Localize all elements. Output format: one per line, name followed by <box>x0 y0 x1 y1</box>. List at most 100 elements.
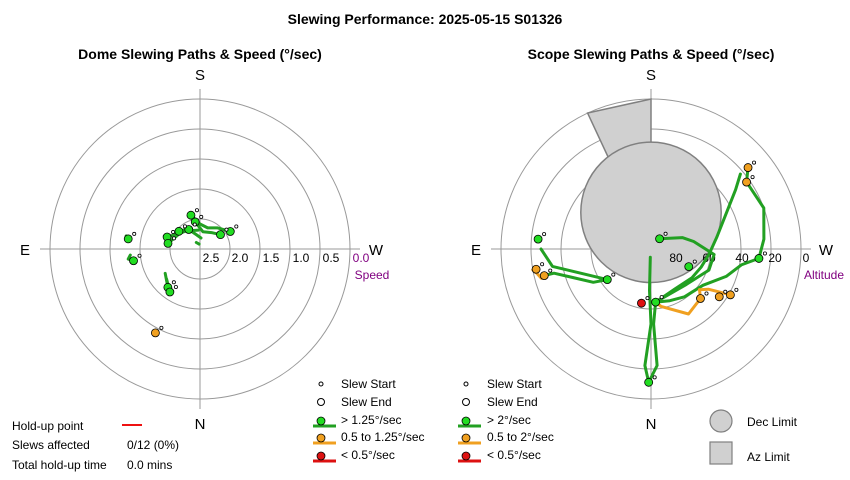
legend-slow-marker <box>461 451 471 461</box>
total-holdup-value: 0.0 mins <box>127 458 172 472</box>
scope-dir-left: E <box>471 242 481 259</box>
limit-legend: Dec Limit Az Limit <box>709 409 798 465</box>
legend-slew-end-symbol <box>317 398 325 406</box>
slew-end-marker <box>184 225 194 234</box>
slew-start-marker <box>182 224 187 229</box>
scope-radial-axis-label: Altitude <box>804 268 844 282</box>
radial-tick-label: 20 <box>768 251 782 265</box>
slew-path <box>654 256 761 304</box>
slew-start-marker <box>752 160 757 165</box>
slew-end-marker <box>129 256 138 266</box>
dec-limit-label: Dec Limit <box>747 415 798 429</box>
slew-path <box>194 241 201 246</box>
scope-limit-zones <box>580 98 722 284</box>
slew-start-marker <box>611 272 616 277</box>
slew-end-marker <box>714 292 724 302</box>
scope-radial-ticks: 80 60 40 20 0 <box>669 251 809 265</box>
slew-start-marker <box>194 208 199 213</box>
legend-slew-end-label: Slew End <box>341 395 392 409</box>
az-limit-symbol <box>709 441 733 465</box>
scope-legend: Slew Start Slew End > 2°/sec 0.5 to 2°/s… <box>458 377 554 463</box>
figure-title: Slewing Performance: 2025-05-15 S01326 <box>288 11 563 27</box>
dome-chart-title: Dome Slewing Paths & Speed (°/sec) <box>78 46 322 62</box>
radial-tick-label: 2.5 <box>203 251 220 265</box>
slew-path <box>193 220 222 237</box>
slew-path <box>539 247 609 282</box>
slew-end-marker <box>174 226 184 236</box>
scope-dir-top: S <box>646 67 656 84</box>
slew-start-marker <box>137 253 142 258</box>
dome-radial-ticks: 2.5 2.0 1.5 1.0 0.5 0.0 <box>203 251 370 265</box>
slew-path <box>542 271 609 284</box>
scope-chart-title: Scope Slewing Paths & Speed (°/sec) <box>528 46 775 62</box>
slew-start-marker <box>692 259 697 264</box>
slew-end-marker <box>742 177 751 187</box>
legend-slew-start-label: Slew Start <box>487 377 542 391</box>
slew-start-marker <box>540 262 545 267</box>
slew-start-marker <box>234 224 239 229</box>
slew-start-marker <box>171 236 176 241</box>
radial-tick-label: 80 <box>669 251 683 265</box>
legend-slow-label: < 0.5°/sec <box>341 448 395 462</box>
dome-legend: Slew Start Slew End > 1.25°/sec 0.5 to 1… <box>313 377 425 463</box>
slew-end-marker <box>754 254 764 263</box>
slew-path <box>647 300 659 384</box>
slew-end-marker <box>151 328 160 338</box>
slew-start-marker <box>542 232 547 237</box>
legend-fast-marker <box>316 416 326 426</box>
slew-end-marker <box>539 271 549 281</box>
slew-start-marker <box>663 231 668 236</box>
slew-end-marker <box>216 230 225 240</box>
slew-start-marker <box>762 251 767 256</box>
dome-grid <box>40 89 360 409</box>
dec-limit-symbol <box>709 409 733 433</box>
slew-end-marker <box>602 275 612 284</box>
slew-end-marker <box>696 294 705 303</box>
scope-markers <box>531 160 767 387</box>
slew-start-marker <box>659 295 664 300</box>
legend-medium-marker <box>461 433 471 443</box>
slew-end-marker <box>725 290 735 300</box>
slew-start-marker <box>173 285 178 290</box>
legend-slow-marker <box>316 451 326 461</box>
dome-dir-top: S <box>195 67 205 84</box>
slew-start-marker <box>159 325 164 330</box>
dome-markers <box>123 208 239 338</box>
dome-dir-right: W <box>369 242 384 259</box>
slew-end-marker <box>655 234 664 244</box>
slew-path <box>654 236 716 304</box>
radial-tick-label: 1.0 <box>293 251 310 265</box>
legend-medium-label: 0.5 to 2°/sec <box>487 430 554 444</box>
dome-dir-left: E <box>20 242 30 259</box>
legend-slew-end-symbol <box>462 398 470 406</box>
radial-tick-label: 40 <box>735 251 749 265</box>
radial-tick-label: 0.5 <box>323 251 340 265</box>
legend-slew-end-label: Slew End <box>487 395 538 409</box>
slew-start-marker <box>171 230 176 235</box>
slew-start-marker <box>645 296 650 301</box>
slew-end-marker <box>637 298 646 308</box>
slew-path <box>698 287 732 297</box>
legend-medium-marker <box>316 433 326 443</box>
legend-slew-start-symbol <box>318 381 324 387</box>
slew-end-marker <box>531 264 541 274</box>
az-limit-label: Az Limit <box>747 450 790 464</box>
legend-slew-start-label: Slew Start <box>341 377 396 391</box>
slew-start-marker <box>704 291 709 296</box>
slew-path <box>654 172 742 304</box>
holdup-point-label: Hold-up point <box>12 419 84 433</box>
slew-end-marker <box>165 287 175 297</box>
slew-end-marker <box>684 262 694 272</box>
legend-fast-label: > 1.25°/sec <box>341 413 402 427</box>
slews-affected-label: Slews affected <box>12 438 90 452</box>
dome-dir-bottom: N <box>195 416 206 433</box>
radial-tick-label: 0.0 <box>353 251 370 265</box>
slew-end-marker <box>163 238 173 248</box>
slew-end-marker <box>186 210 196 220</box>
slew-start-marker <box>734 287 739 292</box>
radial-tick-label: 1.5 <box>263 251 280 265</box>
slew-start-marker <box>224 227 229 232</box>
dome-radial-axis-label: Speed <box>355 268 390 282</box>
slews-affected-value: 0/12 (0%) <box>127 438 179 452</box>
total-holdup-label: Total hold-up time <box>12 458 107 472</box>
